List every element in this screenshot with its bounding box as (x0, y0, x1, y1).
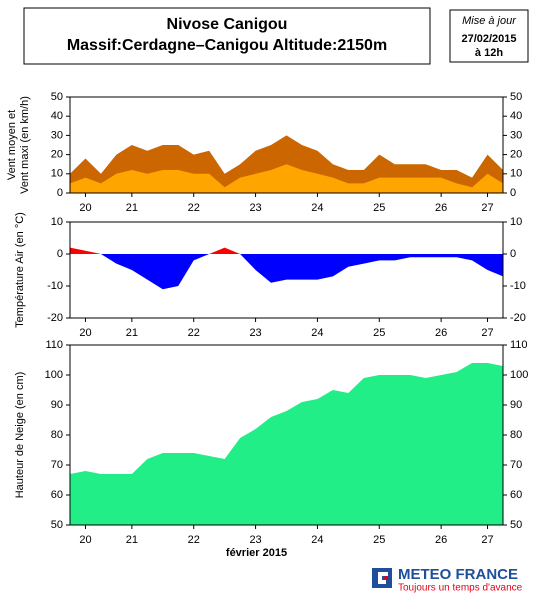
area (70, 363, 503, 525)
y-tick-label-right: 30 (510, 129, 522, 141)
logo-icon-shape (378, 572, 388, 584)
x-tick-label: 26 (435, 327, 447, 339)
x-tick-label: 24 (311, 202, 323, 214)
x-tick-label: 21 (126, 202, 138, 214)
x-tick-label: 20 (79, 534, 91, 546)
x-axis-label: février 2015 (226, 547, 287, 559)
update-date: 27/02/2015 (461, 33, 516, 45)
x-tick-label: 25 (373, 202, 385, 214)
x-tick-label: 22 (188, 534, 200, 546)
x-tick-label: 22 (188, 327, 200, 339)
x-tick-label: 27 (481, 327, 493, 339)
y-tick-label: 110 (45, 339, 63, 351)
y-tick-label-right: 60 (510, 489, 522, 501)
y-axis-label: Hauteur de Neige (en cm) (14, 372, 26, 499)
x-tick-label: 27 (481, 534, 493, 546)
y-tick-label: -20 (47, 312, 63, 324)
x-tick-label: 25 (373, 327, 385, 339)
logo-name: METEO FRANCE (398, 566, 518, 583)
y-tick-label: -10 (47, 280, 63, 292)
update-box (449, 9, 529, 63)
y-tick-label: 80 (51, 429, 63, 441)
y-tick-label: 60 (51, 489, 63, 501)
area (70, 164, 503, 193)
y-tick-label: 10 (51, 168, 63, 180)
x-tick-label: 24 (311, 327, 323, 339)
logo-icon-dot (384, 576, 388, 580)
y-tick-label-right: 80 (510, 429, 522, 441)
x-tick-label: 23 (249, 534, 261, 546)
title: Nivose Canigou (167, 16, 288, 33)
x-tick-label: 26 (435, 534, 447, 546)
y-tick-label-right: 20 (510, 149, 522, 161)
plot-frame (69, 221, 504, 319)
y-tick-label-right: 0 (510, 248, 516, 260)
y-tick-label-right: 110 (510, 339, 528, 351)
y-tick-label-right: -20 (510, 312, 526, 324)
y-tick-label-right: 40 (510, 110, 522, 122)
x-tick-label: 21 (126, 327, 138, 339)
y-axis-label: Vent maxi (en km/h) (19, 96, 31, 194)
y-tick-label: 90 (51, 399, 63, 411)
plot-frame (69, 96, 504, 194)
title-box (23, 7, 431, 65)
x-tick-label: 24 (311, 534, 323, 546)
y-tick-label: 100 (45, 369, 63, 381)
y-tick-label-right: -10 (510, 280, 526, 292)
y-axis-label: Température Air (en °C) (14, 212, 26, 328)
x-tick-label: 25 (373, 534, 385, 546)
x-tick-label: 23 (249, 327, 261, 339)
update-time: à 12h (475, 47, 503, 59)
x-tick-label: 23 (249, 202, 261, 214)
x-tick-label: 22 (188, 202, 200, 214)
y-tick-label-right: 90 (510, 399, 522, 411)
y-tick-label: 50 (51, 519, 63, 531)
area (70, 247, 503, 290)
y-tick-label-right: 70 (510, 459, 522, 471)
update-label: Mise à jour (462, 15, 517, 27)
y-tick-label-right: 100 (510, 369, 528, 381)
subtitle: Massif:Cerdagne–Canigou Altitude:2150m (67, 37, 387, 54)
y-tick-label-right: 50 (510, 91, 522, 103)
y-tick-label: 50 (51, 91, 63, 103)
y-tick-label-right: 50 (510, 519, 522, 531)
y-tick-label-right: 10 (510, 216, 522, 228)
y-tick-label: 70 (51, 459, 63, 471)
x-tick-label: 20 (79, 202, 91, 214)
y-tick-label: 10 (51, 216, 63, 228)
y-tick-label-right: 10 (510, 168, 522, 180)
y-tick-label: 40 (51, 110, 63, 122)
x-tick-label: 21 (126, 534, 138, 546)
logo-tagline: Toujours un temps d'avance (398, 583, 523, 594)
y-tick-label-right: 0 (510, 187, 516, 199)
y-tick-label: 20 (51, 149, 63, 161)
x-tick-label: 20 (79, 327, 91, 339)
x-tick-label: 27 (481, 202, 493, 214)
y-tick-label: 0 (57, 187, 63, 199)
logo: METEO FRANCE Toujours un temps d'avance (372, 566, 523, 594)
y-tick-label: 0 (57, 248, 63, 260)
x-tick-label: 26 (435, 202, 447, 214)
y-tick-label: 30 (51, 129, 63, 141)
y-axis-label: Vent moyen et (6, 110, 18, 180)
